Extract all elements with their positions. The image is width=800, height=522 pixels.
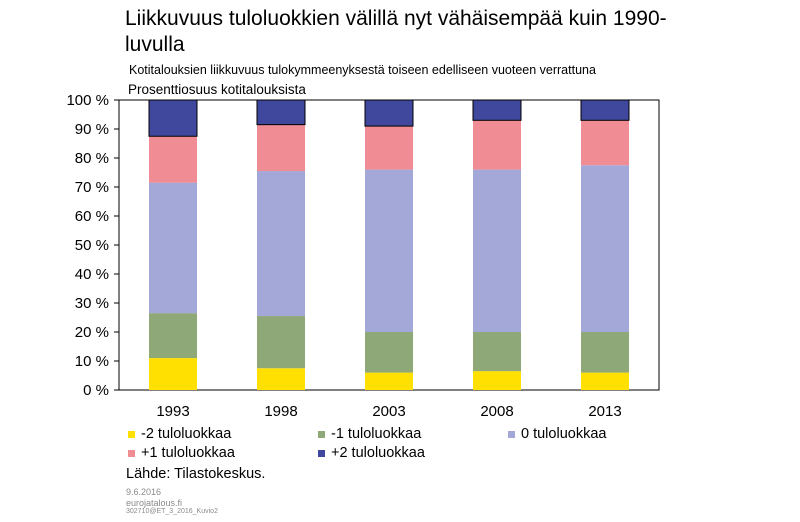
legend-item: +1 tuloluokkaa: [128, 445, 235, 461]
bar-segment: [365, 169, 413, 332]
bar-top-outline: [148, 99, 198, 137]
legend-label: +2 tuloluokkaa: [331, 445, 425, 461]
legend-label: -1 tuloluokkaa: [331, 426, 422, 442]
x-tick-label: 2008: [480, 403, 513, 420]
source-note: Lähde: Tilastokeskus.: [126, 466, 266, 482]
bar-segment: [149, 136, 197, 183]
legend-swatch: [318, 430, 325, 438]
legend-label: +1 tuloluokkaa: [141, 445, 235, 461]
bar-segment: [257, 100, 305, 125]
bar-segment: [149, 100, 197, 137]
legend-swatch: [128, 449, 135, 457]
bar-segment: [581, 372, 629, 390]
y-tick-label: 60 %: [75, 208, 109, 225]
bar-top-outline: [256, 99, 306, 126]
bar-segment: [257, 171, 305, 317]
bar-segment: [365, 332, 413, 373]
legend-swatch: [318, 449, 325, 457]
bar-segment: [257, 316, 305, 369]
x-tick-label: 1998: [264, 403, 297, 420]
bar-top-outline: [472, 99, 522, 121]
x-tick-label: 2003: [372, 403, 405, 420]
legend-swatch: [508, 430, 515, 438]
y-tick-label: 0 %: [83, 382, 109, 399]
y-tick-label: 100 %: [66, 92, 109, 109]
bar-segment: [149, 182, 197, 314]
bar-segment: [473, 100, 521, 121]
bar-segment: [365, 100, 413, 127]
y-tick-label: 10 %: [75, 353, 109, 370]
bar-segment: [581, 332, 629, 373]
legend-item: +2 tuloluokkaa: [318, 445, 425, 461]
bar-segment: [365, 126, 413, 170]
unit-note: Prosenttiosuus kotitalouksista: [128, 82, 306, 97]
legend-item: -2 tuloluokkaa: [128, 426, 231, 442]
site-name: eurojatalous.fi: [126, 498, 183, 508]
bar-segment: [473, 371, 521, 390]
bar-top-outline: [580, 99, 630, 121]
y-tick-label: 20 %: [75, 324, 109, 341]
bar-segment: [581, 165, 629, 332]
legend-item: -1 tuloluokkaa: [318, 426, 421, 442]
y-tick-label: 30 %: [75, 295, 109, 312]
figure-code: 302710@ET_3_2016_Kuvio2: [126, 508, 218, 515]
bar-top-outline: [364, 99, 414, 127]
bar-segment: [257, 124, 305, 172]
bar-segment: [473, 169, 521, 332]
bar-segment: [581, 100, 629, 121]
bar-segment: [473, 120, 521, 170]
chart-title: Liikkuvuus tuloluokkien välillä nyt vähä…: [125, 7, 667, 56]
bar-segment: [581, 120, 629, 166]
legend-swatch: [128, 430, 135, 438]
x-tick-label: 2013: [588, 403, 621, 420]
bar-segment: [149, 313, 197, 359]
publish-date: 9.6.2016: [126, 487, 162, 497]
bar-segment: [149, 358, 197, 390]
legend-label: 0 tuloluokkaa: [521, 426, 607, 442]
y-tick-label: 90 %: [75, 121, 109, 138]
y-tick-label: 50 %: [75, 237, 109, 254]
chart-subtitle: Kotitalouksien liikkuvuus tulokymmeenyks…: [129, 63, 596, 77]
bar-segment: [257, 368, 305, 390]
legend-item: 0 tuloluokkaa: [508, 426, 606, 442]
legend-label: -2 tuloluokkaa: [141, 426, 232, 442]
y-tick-label: 70 %: [75, 179, 109, 196]
y-tick-label: 40 %: [75, 266, 109, 283]
y-tick-label: 80 %: [75, 150, 109, 167]
x-tick-label: 1993: [156, 403, 189, 420]
bar-segment: [473, 332, 521, 372]
bar-segment: [365, 372, 413, 390]
